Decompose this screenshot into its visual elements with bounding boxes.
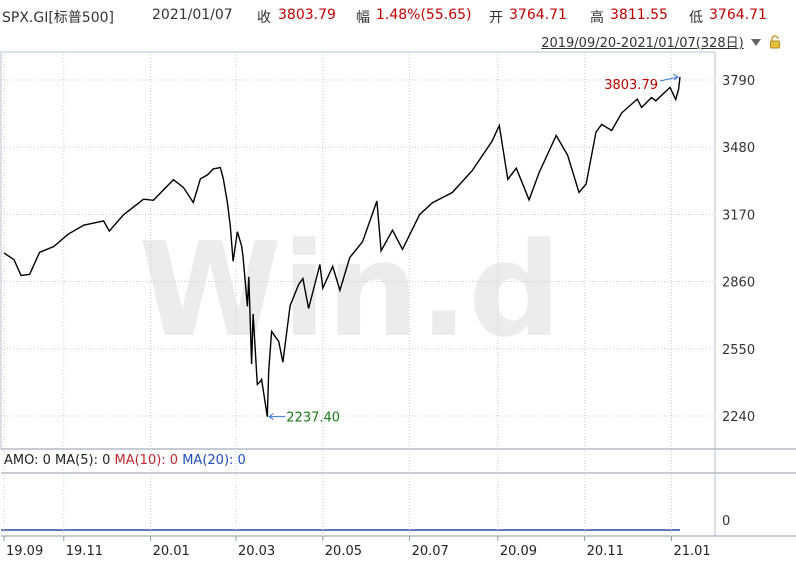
x-tick-label: 20.11 [587, 544, 624, 559]
low-value-annotation: 2237.40 [286, 411, 340, 426]
lock-icon[interactable] [768, 34, 782, 53]
x-tick-label: 20.07 [412, 544, 449, 559]
ma10-label: MA(10): 0 [114, 453, 179, 468]
watermark-text: Win.d [139, 214, 562, 366]
y-tick-label: 2860 [722, 276, 755, 291]
x-tick-label: 19.11 [66, 544, 103, 559]
open-label: 开 [489, 10, 503, 26]
x-tick-label: 21.01 [673, 544, 710, 559]
low-label: 低 [689, 10, 703, 26]
quote-date: 2021/01/07 [152, 7, 233, 23]
x-tick-label: 20.03 [238, 544, 275, 559]
high-label: 高 [590, 10, 604, 26]
y-tick-label: 3480 [722, 141, 755, 156]
symbol-label[interactable]: SPX.GI[标普500] [2, 10, 114, 26]
x-tick-label: 19.09 [6, 544, 43, 559]
date-range-selector[interactable]: 2019/09/20-2021/01/07(328日) [541, 32, 782, 53]
change-label: 幅 [356, 10, 370, 26]
y-tick-label: 2550 [722, 343, 755, 358]
change-value: 1.48%(55.65) [376, 7, 472, 23]
open-value: 3764.71 [509, 7, 567, 23]
ma5-label: MA(5): 0 [55, 453, 111, 468]
price-series-line [3, 76, 681, 417]
close-value: 3803.79 [278, 7, 336, 23]
date-range-text[interactable]: 2019/09/20-2021/01/07(328日) [541, 36, 744, 51]
amo-label: AMO: 0 [4, 453, 51, 468]
quote-header: SPX.GI[标普500] 2021/01/07 收 3803.79 幅 1.4… [0, 0, 796, 32]
low-marker-arrow [268, 413, 286, 420]
x-tick-label: 20.01 [153, 544, 190, 559]
high-value-annotation: 3803.79 [604, 78, 658, 93]
low-value: 3764.71 [709, 7, 767, 23]
y-tick-label: 3170 [722, 208, 755, 223]
high-value: 3811.55 [610, 7, 668, 23]
amo-y-tick-label: 0 [722, 514, 730, 529]
amo-indicator-bar: AMO: 0 MA(5): 0 MA(10): 0 MA(20): 0 [4, 453, 246, 468]
x-tick-label: 20.05 [325, 544, 362, 559]
close-label: 收 [257, 10, 271, 26]
y-tick-label: 2240 [722, 410, 755, 425]
ma20-label: MA(20): 0 [182, 453, 246, 468]
y-tick-label: 3790 [722, 74, 755, 89]
triangle-down-icon[interactable] [750, 36, 762, 51]
x-tick-label: 20.09 [500, 544, 537, 559]
high-marker-arrow [659, 73, 679, 82]
